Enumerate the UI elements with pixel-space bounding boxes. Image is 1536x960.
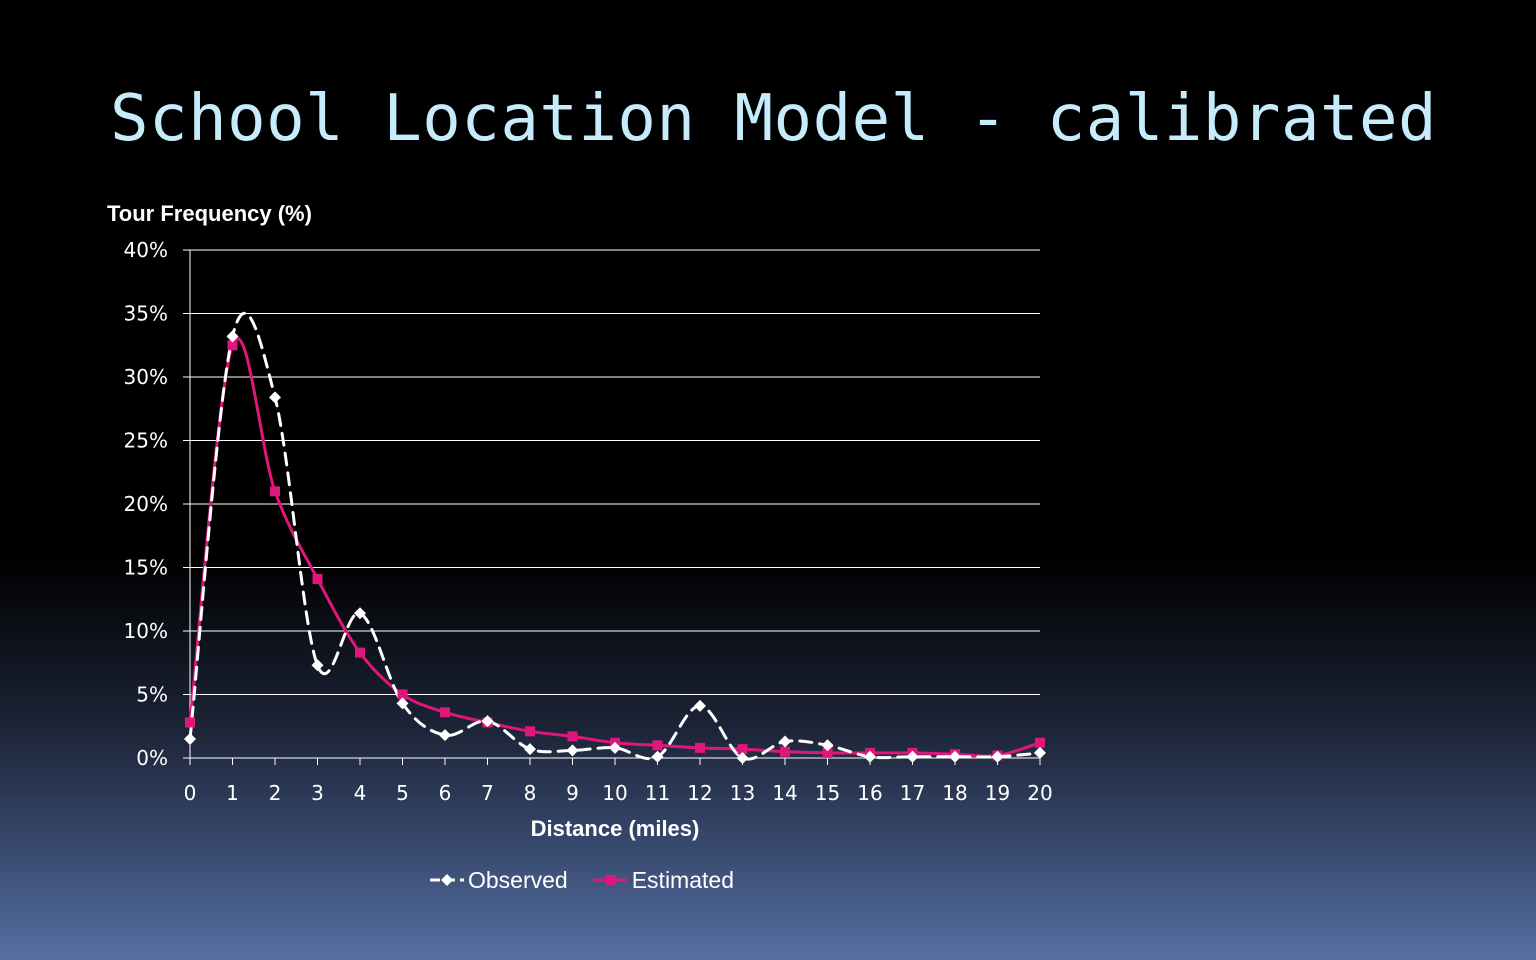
x-tick-label: 10 (602, 781, 627, 805)
observed-point (779, 735, 791, 748)
legend: Observed Estimated (430, 867, 734, 893)
legend-observed-marker (441, 874, 453, 886)
x-tick-label: 3 (311, 781, 324, 805)
y-axis-title: Tour Frequency (%) (107, 201, 312, 226)
estimated-point (737, 744, 748, 755)
estimated-point (567, 731, 578, 742)
y-tick-label: 20% (124, 492, 168, 516)
tick-labels: 0%5%10%15%20%25%30%35%40%0 1 2 3 4 5 6 7 8 9 10 11 1… (124, 238, 1053, 805)
observed-point (906, 750, 919, 763)
estimated-point (1035, 737, 1045, 748)
x-tick-label: 11 (645, 781, 670, 805)
observed-point (396, 697, 409, 710)
observed-point (439, 729, 451, 742)
x-tick-label: 8 (524, 781, 537, 805)
slide-title: School Location Model - calibrated (110, 82, 1438, 156)
x-tick-label: 13 (730, 781, 755, 805)
y-tick-label: 0% (136, 746, 168, 770)
estimated-series-line (188, 337, 1042, 758)
observed-point (609, 741, 621, 754)
x-tick-label: 1 (226, 781, 239, 805)
x-axis-title: Distance (miles) (531, 816, 700, 841)
estimated-point (780, 746, 790, 757)
x-tick-label: 18 (942, 781, 967, 805)
gridlines (190, 249, 1040, 695)
observed-point (864, 750, 876, 763)
estimated-point (822, 747, 833, 758)
x-tick-label: 0 (184, 781, 197, 805)
x-tick-label: 17 (900, 781, 925, 805)
observed-point (1034, 746, 1046, 759)
legend-estimated-marker (605, 875, 616, 885)
observed-point (736, 752, 749, 764)
observed-series-line (188, 311, 1042, 761)
series-markers (184, 330, 1046, 764)
estimated-point (355, 647, 365, 658)
x-tick-label: 6 (439, 781, 452, 805)
legend-observed-label: Observed (468, 867, 568, 893)
estimated-point (312, 573, 323, 584)
observed-point (481, 715, 494, 728)
x-tick-label: 7 (481, 781, 494, 805)
observed-point (226, 330, 239, 343)
observed-point (354, 607, 366, 620)
axes (183, 249, 1041, 765)
observed-point (184, 732, 196, 745)
y-tick-label: 15% (124, 556, 168, 580)
y-tick-label: 40% (124, 238, 168, 262)
y-tick-label: 10% (124, 619, 168, 643)
x-tick-label: 19 (985, 781, 1010, 805)
y-tick-label: 35% (124, 302, 168, 326)
legend-estimated-label: Estimated (632, 867, 734, 893)
estimated-point (440, 707, 450, 718)
observed-point (566, 744, 579, 757)
x-tick-label: 20 (1027, 781, 1052, 805)
x-tick-label: 12 (687, 781, 712, 805)
observed-point (821, 739, 834, 752)
observed-point (651, 750, 664, 763)
observed-point (269, 391, 281, 404)
observed-point (311, 659, 324, 672)
x-tick-label: 4 (354, 781, 367, 805)
estimated-point (185, 717, 195, 728)
x-tick-label: 16 (857, 781, 882, 805)
estimated-point (525, 726, 535, 737)
estimated-point (695, 742, 705, 753)
observed-point (991, 750, 1004, 763)
y-tick-label: 30% (124, 365, 168, 389)
x-tick-label: 15 (815, 781, 840, 805)
x-tick-label: 5 (396, 781, 409, 805)
x-tick-label: 9 (566, 781, 579, 805)
observed-point (524, 743, 536, 756)
y-tick-label: 25% (124, 429, 168, 453)
estimated-point (397, 689, 408, 700)
series-lines (188, 311, 1042, 761)
x-tick-label: 14 (772, 781, 797, 805)
observed-point (949, 750, 961, 763)
estimated-point (652, 740, 663, 751)
estimated-point (270, 486, 280, 497)
estimated-point (227, 340, 238, 351)
x-tick-label: 2 (269, 781, 282, 805)
y-tick-label: 5% (136, 683, 168, 707)
observed-point (694, 699, 706, 712)
